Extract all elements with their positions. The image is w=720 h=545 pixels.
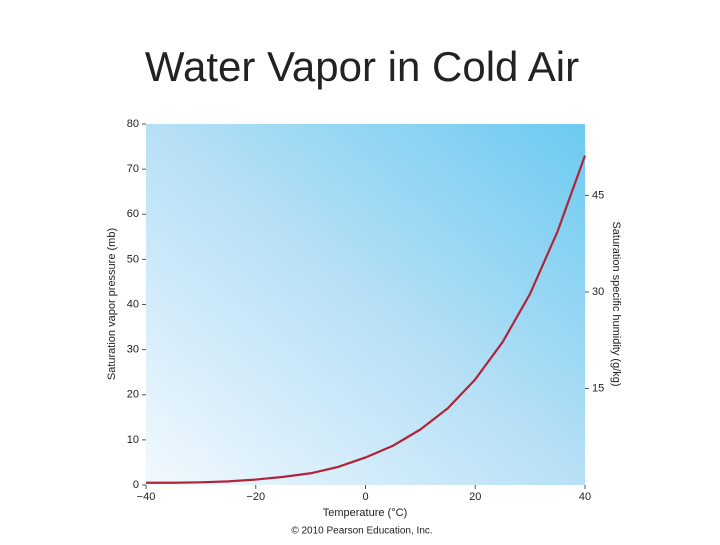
y-tick-label: 0	[133, 479, 139, 491]
x-tick-label: 40	[579, 491, 591, 503]
y2-tick-label: 30	[592, 286, 604, 298]
x-tick-label: −40	[137, 491, 156, 503]
y-tick-label: 60	[127, 208, 139, 220]
y-axis-label: Saturation vapor pressure (mb)	[106, 228, 118, 380]
x-tick-label: 0	[362, 491, 368, 503]
y-tick-label: 30	[127, 344, 139, 356]
slide-title: Water Vapor in Cold Air	[145, 43, 579, 90]
y-tick-label: 80	[127, 118, 139, 130]
x-tick-label: 20	[469, 491, 481, 503]
data-line	[146, 155, 587, 484]
y2-tick-label: 45	[592, 189, 604, 201]
plot-area	[146, 124, 585, 485]
y-tick-label: 10	[127, 434, 139, 446]
y2-axis-label: Saturation specific humidity (g/kg)	[610, 221, 622, 386]
y-tick-label: 40	[127, 298, 139, 310]
y-tick-label: 70	[127, 163, 139, 175]
x-tick-label: −20	[246, 491, 265, 503]
x-axis-label: Temperature (°C)	[323, 507, 407, 519]
y-tick-label: 20	[127, 389, 139, 401]
y-tick-label: 50	[127, 253, 139, 265]
copyright: © 2010 Pearson Education, Inc.	[291, 526, 432, 537]
y2-tick-label: 15	[592, 382, 604, 394]
